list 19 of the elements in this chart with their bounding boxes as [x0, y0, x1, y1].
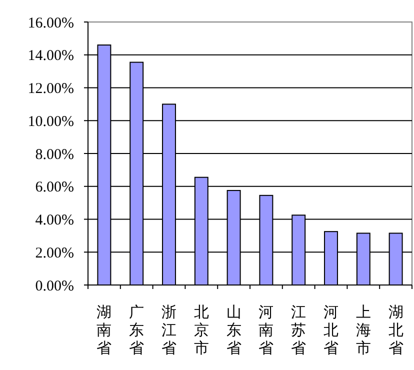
x-tick-label: 湖南省 — [96, 303, 112, 357]
y-tick-label: 4.00% — [35, 212, 74, 228]
x-tick-label: 山东省 — [226, 303, 242, 357]
y-tick-label: 10.00% — [28, 114, 74, 130]
y-tick-label: 6.00% — [35, 180, 74, 196]
y-tick-label: 8.00% — [35, 146, 74, 163]
x-tick-label: 湖北省 — [388, 303, 404, 357]
x-tick-label: 北京市 — [194, 303, 209, 357]
x-tick-label: 河南省 — [258, 303, 274, 357]
y-tick-label: 16.00% — [28, 15, 74, 32]
x-tick-label: 江苏省 — [291, 303, 306, 357]
y-tick-label: 14.00% — [28, 48, 74, 64]
x-tick-label: 河北省 — [324, 303, 338, 357]
x-tick-label: 上海市 — [356, 303, 371, 357]
x-tick-label: 广东省 — [129, 303, 144, 357]
y-tick-label: 0.00% — [35, 278, 74, 294]
x-tick-label: 浙江省 — [162, 303, 176, 357]
y-tick-label: 12.00% — [28, 81, 74, 97]
y-tick-label: 2.00% — [35, 245, 74, 262]
